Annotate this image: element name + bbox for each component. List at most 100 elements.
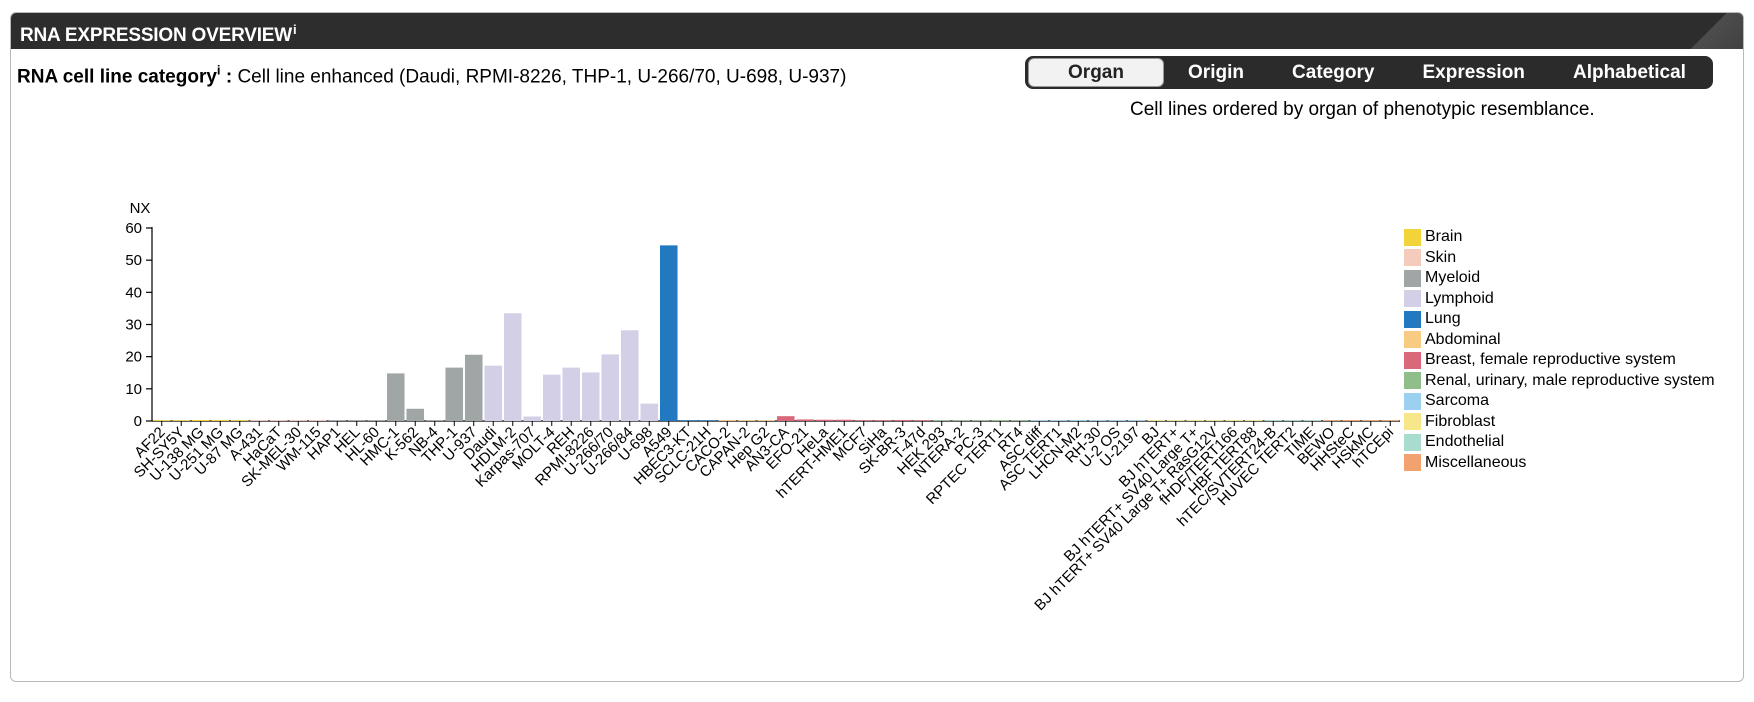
- bar[interactable]: [1127, 420, 1146, 421]
- tab-organ[interactable]: Organ: [1028, 58, 1164, 87]
- bar[interactable]: [581, 372, 600, 421]
- bar[interactable]: [932, 420, 951, 421]
- bar[interactable]: [1303, 420, 1322, 421]
- bar[interactable]: [1342, 420, 1361, 421]
- legend-label: Abdominal: [1425, 330, 1501, 348]
- bar[interactable]: [1264, 420, 1283, 421]
- bar[interactable]: [289, 420, 308, 421]
- bar[interactable]: [464, 354, 483, 421]
- bar[interactable]: [620, 330, 639, 421]
- legend-label: Myeloid: [1425, 269, 1481, 287]
- legend-item: Breast, female reproductive system: [1404, 350, 1715, 371]
- bar[interactable]: [796, 419, 815, 421]
- bar[interactable]: [230, 420, 249, 421]
- bar[interactable]: [484, 365, 503, 421]
- legend-swatch: [1404, 351, 1421, 369]
- bar[interactable]: [698, 420, 717, 421]
- bar[interactable]: [737, 420, 756, 421]
- bar[interactable]: [640, 403, 659, 421]
- bar[interactable]: [445, 367, 464, 421]
- bar[interactable]: [1010, 420, 1029, 421]
- bar[interactable]: [1069, 420, 1088, 421]
- bar[interactable]: [659, 245, 678, 421]
- bar[interactable]: [211, 420, 230, 421]
- bar[interactable]: [152, 420, 171, 421]
- panel-title-text: RNA EXPRESSION OVERVIEW: [20, 25, 293, 46]
- bar[interactable]: [386, 373, 405, 421]
- bar[interactable]: [308, 420, 327, 421]
- tab-origin[interactable]: Origin: [1188, 62, 1244, 83]
- bar[interactable]: [991, 420, 1010, 421]
- bar[interactable]: [1225, 420, 1244, 421]
- bar[interactable]: [269, 420, 288, 421]
- bar[interactable]: [1205, 420, 1224, 421]
- bar[interactable]: [523, 416, 542, 421]
- tab-category[interactable]: Category: [1292, 62, 1375, 83]
- bar[interactable]: [913, 420, 932, 421]
- bar[interactable]: [815, 419, 834, 421]
- bar[interactable]: [562, 367, 581, 421]
- bar[interactable]: [425, 420, 444, 421]
- panel-title: RNA EXPRESSION OVERVIEWi: [20, 22, 297, 47]
- bar[interactable]: [1166, 420, 1185, 421]
- y-tick-label: 60: [125, 220, 142, 237]
- bar[interactable]: [1030, 420, 1049, 421]
- legend-swatch: [1404, 269, 1421, 287]
- legend-swatch: [1404, 392, 1421, 410]
- bar[interactable]: [503, 313, 522, 421]
- title-info-icon[interactable]: i: [293, 22, 297, 37]
- bar[interactable]: [1186, 420, 1205, 421]
- chart-legend: Brain Skin Myeloid Lymphoid Lung Abdominal Bre…: [1404, 227, 1715, 473]
- bar[interactable]: [835, 419, 854, 421]
- rna-expression-panel: RNA EXPRESSION OVERVIEWi: [10, 12, 1744, 682]
- bar[interactable]: [757, 420, 776, 421]
- legend-swatch: [1404, 290, 1421, 308]
- bar[interactable]: [367, 420, 386, 421]
- legend-item: Renal, urinary, male reproductive system: [1404, 371, 1715, 392]
- bar[interactable]: [328, 420, 347, 421]
- bar[interactable]: [1283, 420, 1302, 421]
- bar[interactable]: [1244, 420, 1263, 421]
- legend-swatch: [1404, 372, 1421, 390]
- bar[interactable]: [1147, 420, 1166, 421]
- bar[interactable]: [250, 420, 269, 421]
- y-tick-label: 30: [125, 317, 142, 334]
- bar[interactable]: [1322, 420, 1341, 421]
- chart-caption: Cell lines ordered by organ of phenotypi…: [1130, 99, 1595, 120]
- legend-item: Lymphoid: [1404, 289, 1715, 310]
- y-tick-label: 10: [125, 381, 142, 398]
- bar[interactable]: [172, 420, 191, 421]
- bar[interactable]: [406, 408, 425, 421]
- tab-expression[interactable]: Expression: [1422, 62, 1525, 83]
- bar[interactable]: [952, 420, 971, 421]
- bar[interactable]: [1381, 420, 1400, 421]
- bar[interactable]: [1108, 420, 1127, 421]
- tab-alphabetical[interactable]: Alphabetical: [1572, 62, 1686, 83]
- y-tick-label: 0: [134, 413, 142, 430]
- rna-category-line: RNA cell line categoryi : Cell line enha…: [17, 57, 857, 91]
- bar[interactable]: [776, 416, 795, 421]
- legend-label: Renal, urinary, male reproductive system: [1425, 371, 1715, 389]
- bar[interactable]: [874, 420, 893, 421]
- bar[interactable]: [679, 420, 698, 421]
- bar[interactable]: [1361, 420, 1380, 421]
- bar[interactable]: [542, 374, 561, 421]
- legend-swatch: [1404, 331, 1421, 349]
- legend-label: Breast, female reproductive system: [1425, 351, 1676, 369]
- bar[interactable]: [601, 354, 620, 421]
- legend-item: Skin: [1404, 248, 1715, 269]
- category-info-icon[interactable]: i: [216, 63, 221, 78]
- bar[interactable]: [1049, 420, 1068, 421]
- y-tick-label: 40: [125, 284, 142, 301]
- bar[interactable]: [718, 420, 737, 421]
- legend-swatch: [1404, 310, 1421, 328]
- legend-item: Sarcoma: [1404, 391, 1715, 412]
- bar[interactable]: [191, 420, 210, 421]
- bar[interactable]: [854, 420, 873, 421]
- panel-header: RNA EXPRESSION OVERVIEWi: [11, 13, 1743, 49]
- bar[interactable]: [347, 420, 366, 421]
- bar[interactable]: [971, 420, 990, 421]
- bar[interactable]: [893, 420, 912, 421]
- bar[interactable]: [1088, 420, 1107, 421]
- legend-swatch: [1404, 413, 1421, 431]
